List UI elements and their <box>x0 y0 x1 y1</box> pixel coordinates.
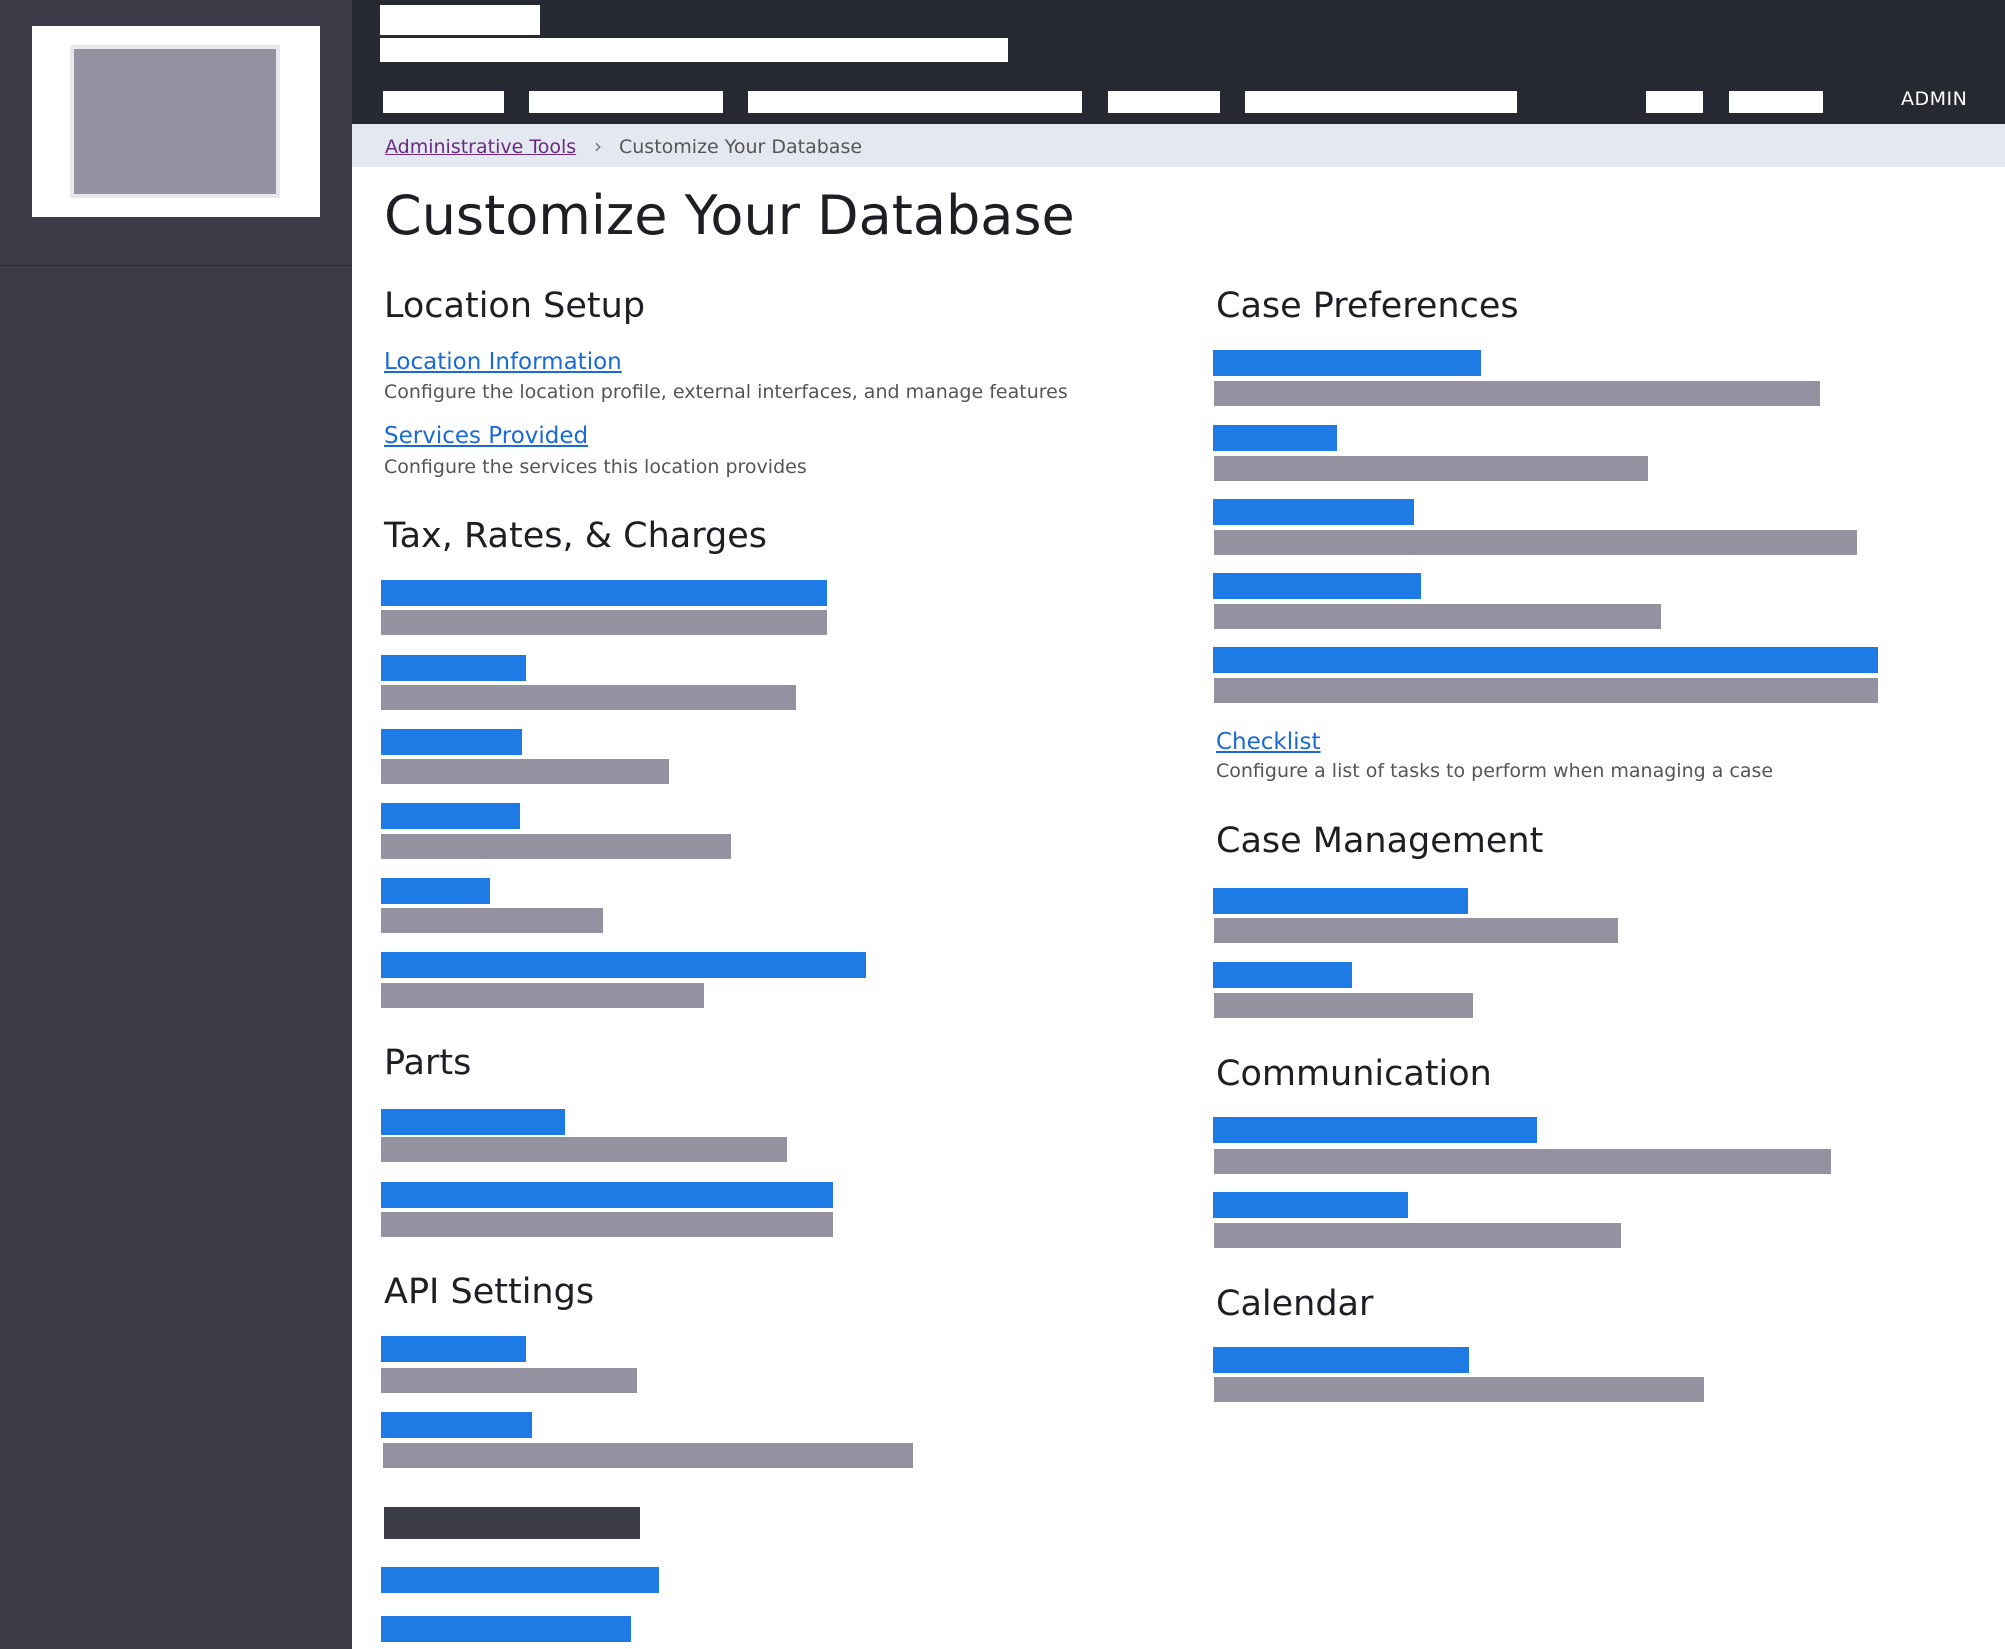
sidebar <box>0 0 352 1649</box>
tax-description-redacted-5 <box>381 908 603 933</box>
redacted-section-link-2[interactable] <box>381 1616 631 1642</box>
api-link-redacted-1[interactable] <box>381 1336 526 1362</box>
nav-item-redacted-7[interactable] <box>1729 91 1823 113</box>
api-description-redacted-2 <box>383 1443 913 1468</box>
redacted-subtitle <box>380 38 1008 62</box>
communication-description-redacted-1 <box>1214 1149 1831 1174</box>
communication-link-redacted-1[interactable] <box>1213 1117 1537 1143</box>
case-pref-description-redacted-1 <box>1214 381 1820 406</box>
api-description-redacted-1 <box>381 1368 637 1393</box>
case-mgmt-link-redacted-2[interactable] <box>1213 962 1352 988</box>
tax-link-redacted-3[interactable] <box>381 729 522 755</box>
nav-item-redacted-6[interactable] <box>1646 91 1703 113</box>
section-title-api-settings: API Settings <box>384 1272 595 1312</box>
breadcrumb-link-administrative-tools[interactable]: Administrative Tools <box>385 136 577 158</box>
parts-link-redacted-2[interactable] <box>381 1182 833 1208</box>
sidebar-divider <box>0 265 352 266</box>
tax-link-redacted-1[interactable] <box>381 580 827 606</box>
location-information-link[interactable]: Location Information <box>384 349 622 375</box>
case-pref-description-redacted-3 <box>1214 530 1857 555</box>
redacted-section-link-1[interactable] <box>381 1567 659 1593</box>
tax-link-redacted-2[interactable] <box>381 655 526 681</box>
case-mgmt-link-redacted-1[interactable] <box>1213 888 1468 914</box>
services-provided-description: Configure the services this location pro… <box>384 456 807 478</box>
tax-link-redacted-6[interactable] <box>381 952 866 978</box>
calendar-link-redacted-1[interactable] <box>1213 1347 1469 1373</box>
parts-description-redacted-2 <box>381 1212 833 1237</box>
tax-description-redacted-1 <box>381 610 827 635</box>
nav-item-redacted-4[interactable] <box>1108 91 1220 113</box>
section-title-redacted <box>384 1507 640 1539</box>
section-title-calendar: Calendar <box>1216 1284 1374 1324</box>
nav-item-admin[interactable]: ADMIN <box>1901 88 1968 110</box>
nav-item-redacted-1[interactable] <box>383 91 504 113</box>
nav-item-redacted-3[interactable] <box>748 91 1082 113</box>
redacted-app-title <box>380 5 540 35</box>
case-pref-description-redacted-4 <box>1214 604 1661 629</box>
parts-link-redacted-1[interactable] <box>381 1109 565 1135</box>
case-mgmt-description-redacted-2 <box>1214 993 1473 1018</box>
section-title-location-setup: Location Setup <box>384 286 646 326</box>
api-link-redacted-2[interactable] <box>381 1412 532 1438</box>
logo[interactable] <box>32 26 320 217</box>
tax-description-redacted-3 <box>381 759 669 784</box>
section-title-tax-rates-charges: Tax, Rates, & Charges <box>384 516 767 556</box>
breadcrumb: Administrative Tools › Customize Your Da… <box>352 124 2005 167</box>
logo-image <box>70 45 280 198</box>
case-pref-description-redacted-5 <box>1214 678 1878 703</box>
case-pref-description-redacted-2 <box>1214 456 1648 481</box>
tax-description-redacted-6 <box>381 983 704 1008</box>
case-pref-link-redacted-4[interactable] <box>1213 573 1421 599</box>
communication-description-redacted-2 <box>1214 1223 1621 1248</box>
tax-link-redacted-4[interactable] <box>381 803 520 829</box>
case-pref-link-redacted-5[interactable] <box>1213 647 1878 673</box>
nav-item-redacted-2[interactable] <box>529 91 723 113</box>
chevron-right-icon: › <box>594 134 602 158</box>
nav-item-redacted-5[interactable] <box>1245 91 1517 113</box>
section-title-parts: Parts <box>384 1043 472 1083</box>
tax-link-redacted-5[interactable] <box>381 878 490 904</box>
services-provided-link[interactable]: Services Provided <box>384 423 589 449</box>
case-pref-link-redacted-2[interactable] <box>1213 425 1337 451</box>
communication-link-redacted-2[interactable] <box>1213 1192 1408 1218</box>
section-title-case-management: Case Management <box>1216 821 1544 861</box>
calendar-description-redacted-1 <box>1214 1377 1704 1402</box>
breadcrumb-current: Customize Your Database <box>619 136 863 158</box>
section-title-communication: Communication <box>1216 1054 1492 1094</box>
checklist-link[interactable]: Checklist <box>1216 729 1321 755</box>
case-pref-link-redacted-3[interactable] <box>1213 499 1414 525</box>
section-title-case-preferences: Case Preferences <box>1216 286 1519 326</box>
parts-description-redacted-1 <box>381 1137 787 1162</box>
tax-description-redacted-2 <box>381 685 796 710</box>
checklist-description: Configure a list of tasks to perform whe… <box>1216 760 1774 782</box>
tax-description-redacted-4 <box>381 834 731 859</box>
top-bar: ADMIN <box>352 0 2005 124</box>
location-information-description: Configure the location profile, external… <box>384 381 1068 403</box>
case-pref-link-redacted-1[interactable] <box>1213 350 1481 376</box>
case-mgmt-description-redacted-1 <box>1214 918 1618 943</box>
page-title: Customize Your Database <box>384 184 1075 247</box>
